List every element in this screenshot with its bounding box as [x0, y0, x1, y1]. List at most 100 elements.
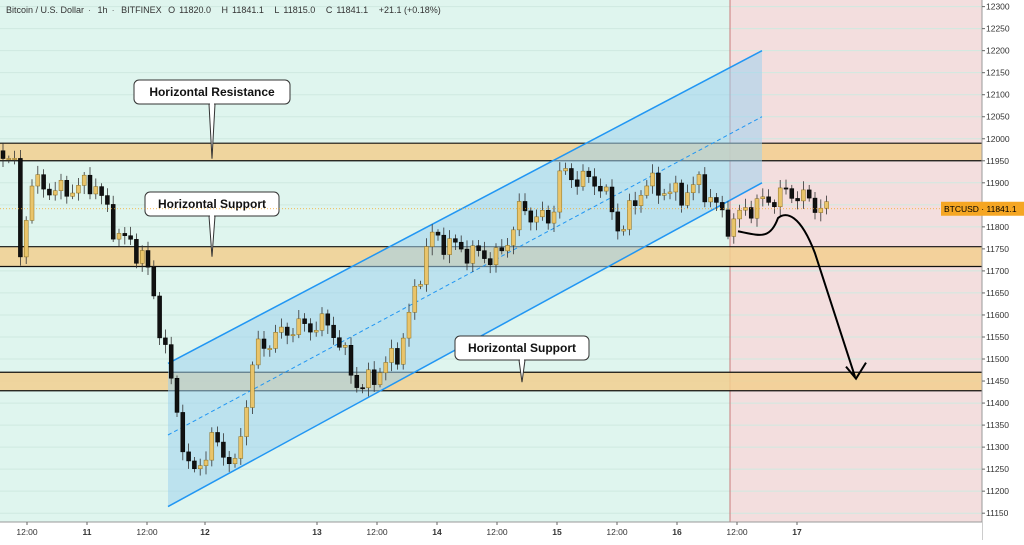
candle: [661, 188, 667, 201]
candle-body: [151, 266, 157, 297]
candle: [563, 162, 568, 175]
candle: [6, 155, 12, 164]
candle: [511, 226, 516, 255]
candle-body: [545, 210, 551, 224]
zone-band: [0, 143, 982, 161]
time-tick-label: 11: [83, 527, 92, 537]
candle-body: [81, 174, 87, 186]
candle-body: [244, 407, 249, 437]
candle-body: [157, 295, 162, 339]
candle-body: [464, 248, 470, 264]
candle: [232, 453, 238, 468]
price-tick-label: 11550: [986, 332, 1009, 342]
candle-body: [424, 246, 429, 285]
candle: [319, 307, 325, 337]
candle: [342, 342, 348, 356]
candle: [41, 169, 46, 198]
candle-body: [395, 348, 400, 365]
candle: [406, 303, 412, 347]
time-axis[interactable]: 12:00 11 12:00 12 13 12:00 14 12:00 15 12:00 16 12:…: [0, 521, 982, 540]
candle: [696, 171, 702, 194]
candle: [812, 191, 818, 220]
candle-body: [627, 200, 632, 230]
candle: [650, 164, 655, 194]
last-price-box: [941, 201, 1024, 216]
candle: [273, 324, 278, 353]
candle: [134, 233, 139, 269]
candle: [12, 150, 17, 165]
candle: [99, 183, 104, 205]
zone-band: [0, 372, 982, 391]
candle: [238, 427, 244, 465]
price-axis[interactable]: 11150 11200 11250 11300 11350 11400 11450 11500…: [981, 0, 1024, 540]
candle-body: [354, 375, 360, 388]
candle: [424, 238, 429, 292]
callout-pointer: [208, 103, 216, 159]
candle-body: [702, 174, 708, 203]
candle-body: [163, 337, 168, 345]
candle-body: [12, 158, 17, 160]
candle-body: [731, 218, 737, 237]
candle: [110, 195, 116, 242]
candle-body: [377, 372, 383, 385]
candle: [128, 226, 133, 245]
price-tick-label: 11200: [986, 486, 1009, 496]
candle: [139, 245, 145, 272]
candle: [557, 162, 563, 219]
candle-body: [279, 326, 284, 333]
callout-label: Horizontal Support: [468, 341, 576, 355]
candle-body: [215, 432, 220, 443]
candle-body: [128, 235, 133, 240]
candle: [23, 216, 29, 264]
candle: [313, 321, 319, 337]
candle: [105, 188, 110, 212]
candle: [64, 175, 70, 204]
candle: [366, 362, 371, 397]
candle: [702, 167, 708, 208]
candle: [673, 175, 679, 201]
candle-body: [569, 168, 574, 181]
candle: [395, 342, 400, 370]
ohlc-close: C 11841.1: [325, 5, 369, 15]
candle-body: [348, 345, 354, 376]
candle-body: [371, 369, 377, 385]
candle-body: [192, 460, 197, 470]
candle-body: [273, 332, 278, 349]
candle-body: [574, 179, 580, 187]
price-tick-label: 11350: [986, 420, 1009, 430]
time-tick-label: 12:00: [16, 527, 38, 537]
candle: [331, 316, 336, 345]
candle: [429, 224, 435, 256]
candle: [609, 179, 615, 220]
candle-body: [609, 186, 615, 213]
candle: [255, 330, 261, 369]
candle-body: [418, 284, 423, 287]
candle-body: [180, 412, 186, 453]
candle-body: [453, 238, 458, 243]
candle-body: [255, 338, 261, 366]
price-tick-label: 12150: [986, 68, 1010, 78]
candle-body: [528, 210, 534, 223]
candle: [667, 183, 673, 200]
candle: [487, 252, 493, 274]
candle: [516, 193, 522, 237]
candle-body: [93, 186, 99, 195]
candle: [499, 239, 505, 255]
candle: [418, 280, 423, 290]
time-tick-label: 12:00: [136, 527, 158, 537]
candle: [76, 177, 81, 201]
candle: [719, 195, 725, 218]
candle: [337, 330, 342, 351]
candle: [540, 201, 545, 221]
time-tick-label: 12: [200, 527, 210, 537]
candle-body: [777, 187, 783, 207]
candle: [574, 171, 580, 195]
candle: [731, 213, 737, 244]
candle: [615, 203, 621, 240]
candle-body: [435, 231, 441, 236]
candle: [656, 166, 661, 204]
candle: [174, 375, 180, 418]
ohlc-open: O 11820.0: [168, 5, 211, 15]
change-value: +21.1 (+0.18%): [378, 5, 441, 15]
